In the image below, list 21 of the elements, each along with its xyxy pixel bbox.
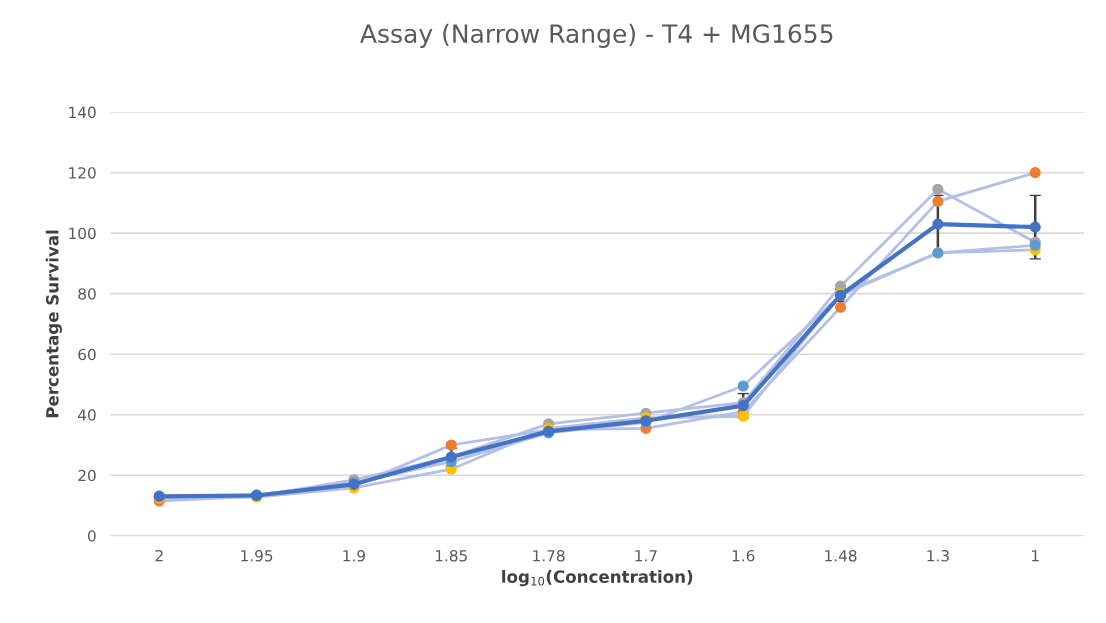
y-tick-label: 140	[69, 106, 96, 119]
x-tick-label: 1.3	[927, 549, 949, 562]
y-tick-label: 120	[69, 167, 96, 179]
x-tick-label: 1.78	[533, 549, 565, 562]
x-tick-label: 1.85	[435, 549, 467, 562]
x-tick-label: 1	[1032, 550, 1039, 562]
y-tick-label: 60	[78, 348, 96, 361]
y-axis-title: Percentage Survival	[45, 230, 62, 418]
y-tick-label: 80	[78, 288, 96, 300]
x-axis-title: log$_{10}$(Concentration)	[502, 570, 693, 587]
x-tick-label: 1.7	[635, 550, 657, 562]
x-tick-label: 2	[155, 549, 163, 562]
y-tick-label: 40	[78, 409, 96, 421]
x-tick-label: 1.9	[343, 549, 365, 562]
chart-title: Assay (Narrow Range) - T4 + MG1655	[360, 23, 833, 48]
y-tick-label: 0	[88, 530, 96, 542]
x-tick-label: 1.95	[241, 549, 273, 562]
y-tick-label: 100	[69, 227, 96, 240]
y-tick-label: 20	[78, 469, 96, 482]
x-tick-label: 1.6	[732, 549, 755, 562]
x-tick-label: 1.48	[825, 549, 857, 562]
